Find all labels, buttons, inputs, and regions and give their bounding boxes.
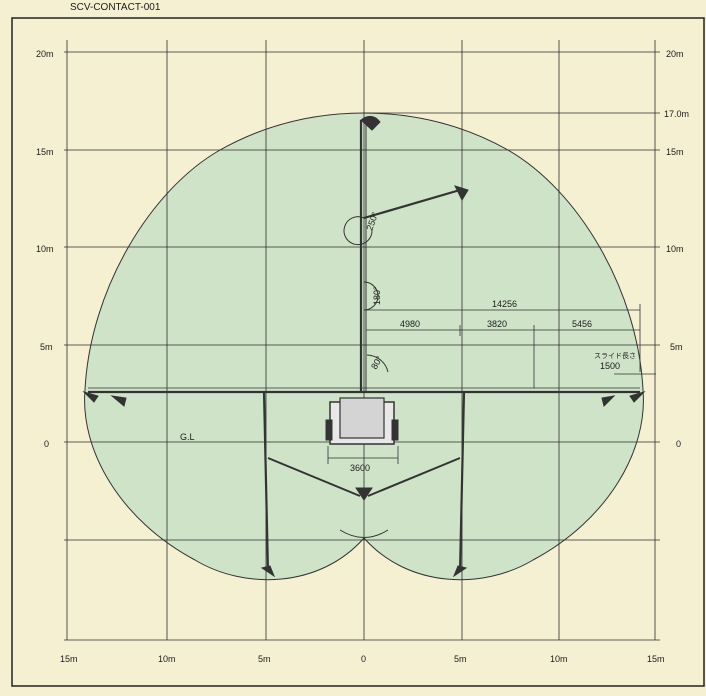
dim-truck-width: 3600 <box>350 463 370 473</box>
angled-boom-platform <box>454 185 469 202</box>
right-tick-10m: 10m <box>666 244 684 254</box>
right-down-boom <box>458 391 466 573</box>
x-tick-0: 0 <box>361 654 366 664</box>
left-v-boom <box>267 457 361 497</box>
right-y-axis: 20m 17.0m 15m 10m 5m 0 <box>664 49 689 449</box>
left-bottom-platform <box>260 565 276 578</box>
x-tick-10m-left: 10m <box>158 654 176 664</box>
truck-right-wheel <box>391 419 399 441</box>
dim-slide: 1500 <box>600 361 620 371</box>
dim-seg1: 4980 <box>400 319 420 329</box>
right-end-platform <box>629 390 646 403</box>
angled-boom <box>363 188 461 220</box>
left-y-axis: 20m 15m 10m 5m 0 <box>36 49 54 449</box>
right-v-boom <box>367 457 461 497</box>
right-tick-20m: 20m <box>666 49 684 59</box>
rotation-arc-80 <box>366 354 389 373</box>
right-tick-0: 0 <box>676 439 681 449</box>
x-tick-5m-right: 5m <box>454 654 467 664</box>
dim-seg3: 5456 <box>572 319 592 329</box>
rotation-arc-250 <box>343 216 373 246</box>
x-axis: 15m 10m 5m 0 5m 10m 15m <box>60 654 665 664</box>
left-end-platform-2 <box>110 395 127 407</box>
diagram-frame <box>11 17 705 687</box>
left-tick-5m: 5m <box>40 342 53 352</box>
left-end-platform <box>82 390 99 403</box>
left-down-boom <box>262 391 270 573</box>
angle-180-label: 180° <box>372 286 382 305</box>
header-text: SCV-CONTACT-001 <box>70 2 161 13</box>
right-tick-15m: 15m <box>666 147 684 157</box>
x-tick-10m-right: 10m <box>550 654 568 664</box>
truck-cab <box>339 397 385 439</box>
left-tick-0: 0 <box>44 439 49 449</box>
left-tick-15m: 15m <box>36 147 54 157</box>
dimension-lines <box>327 304 656 464</box>
slide-length-label: スライド長さ <box>594 352 636 360</box>
dim-total-reach: 14256 <box>492 299 517 309</box>
dim-seg2: 3820 <box>487 319 507 329</box>
truck-left-wheel <box>325 419 333 441</box>
v-boom-platform <box>355 487 373 501</box>
left-tick-10m: 10m <box>36 244 54 254</box>
right-bottom-platform <box>452 565 468 578</box>
right-tick-5m: 5m <box>670 342 683 352</box>
left-tick-20m: 20m <box>36 49 54 59</box>
x-tick-15m-left: 15m <box>60 654 78 664</box>
rotation-arc-180 <box>363 281 379 311</box>
x-tick-5m-left: 5m <box>258 654 271 664</box>
x-tick-15m-right: 15m <box>647 654 665 664</box>
ground-line-label: G.L <box>180 432 195 442</box>
right-end-platform-2 <box>601 395 616 407</box>
right-tick-17m: 17.0m <box>664 109 689 119</box>
machine-drawing <box>82 116 646 578</box>
top-platform <box>360 116 381 131</box>
